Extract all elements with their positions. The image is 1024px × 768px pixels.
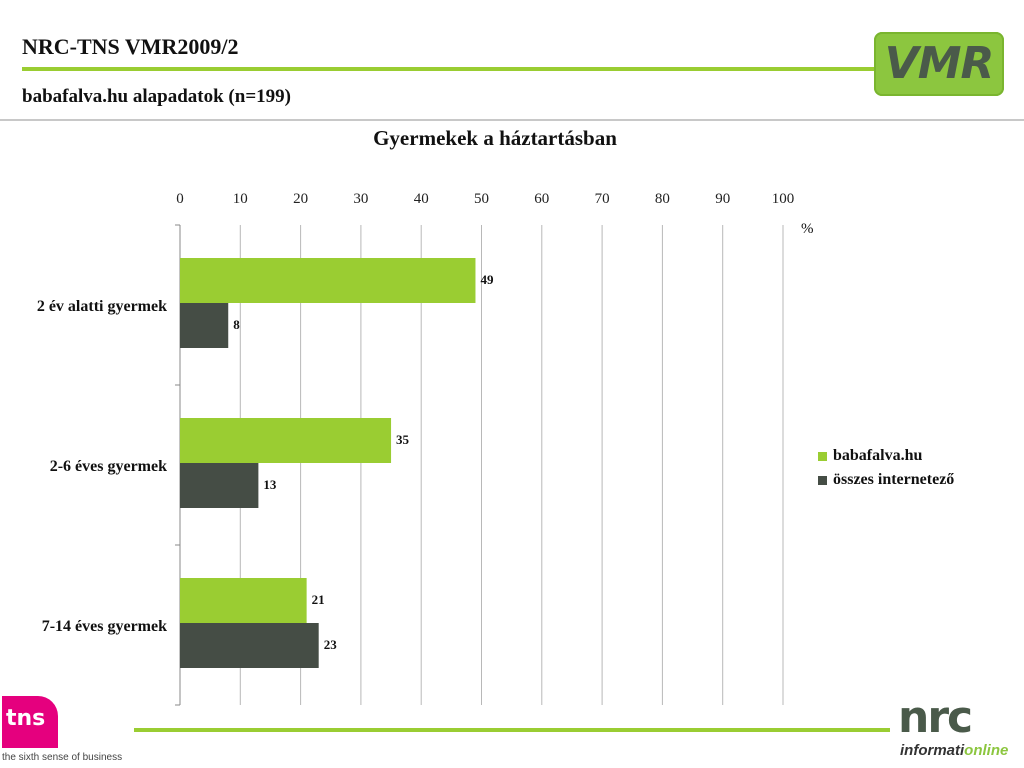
footer-divider — [134, 728, 890, 732]
tick-label: 60 — [534, 191, 549, 207]
data-label: 23 — [324, 637, 338, 652]
tick-label: 10 — [233, 191, 248, 207]
category-label: 2-6 éves gyermek — [50, 458, 167, 475]
tick-label: 80 — [655, 191, 670, 207]
nrc-logo: nrc — [898, 692, 973, 743]
nrc-sub-b: online — [964, 742, 1009, 759]
nrc-sub-a: informati — [900, 742, 965, 759]
tick-label: 20 — [293, 191, 308, 207]
page-title: NRC-TNS VMR2009/2 — [22, 34, 239, 59]
tick-layer: 0 10 20 30 40 50 60 70 80 90 100 — [176, 191, 794, 207]
unit-label: % — [801, 221, 814, 237]
bar — [180, 303, 229, 348]
tick-label: 30 — [353, 191, 368, 207]
vmr-logo-text: VMR — [884, 38, 995, 89]
data-label-layer: 49 8 35 13 21 23 — [233, 272, 494, 652]
data-label: 8 — [233, 317, 240, 332]
bar — [180, 258, 476, 303]
legend-swatch — [818, 475, 827, 485]
bar — [180, 623, 319, 668]
tns-tagline: the sixth sense of business — [2, 752, 123, 763]
legend-item-babafalva: babafalva.hu — [818, 444, 954, 468]
data-label: 21 — [312, 592, 325, 607]
header-rule — [0, 119, 1024, 121]
legend: babafalva.hu összes internetező — [818, 444, 954, 492]
category-label: 2 év alatti gyermek — [37, 298, 167, 315]
bar — [180, 418, 392, 463]
legend-label: babafalva.hu — [833, 447, 923, 464]
vmr-logo: VMR — [874, 32, 1004, 96]
bar — [180, 578, 307, 623]
category-layer: 2 év alatti gyermek 2-6 éves gyermek 7-14 … — [37, 298, 167, 635]
chart-title: Gyermekek a háztartásban — [373, 126, 617, 150]
grid-layer — [175, 224, 784, 706]
tick-label: 90 — [715, 191, 730, 207]
tick-label: 70 — [595, 191, 610, 207]
tns-logo-text: tns — [6, 706, 46, 731]
category-label: 7-14 éves gyermek — [42, 618, 167, 635]
legend-swatch — [818, 451, 827, 461]
tick-label: 50 — [474, 191, 489, 207]
tick-label: 100 — [772, 191, 795, 207]
data-label: 13 — [263, 477, 277, 492]
legend-label: összes internetező — [833, 471, 955, 488]
tns-logo: tns — [2, 696, 58, 748]
page-subtitle: babafalva.hu alapadatok (n=199) — [22, 86, 291, 107]
tick-label: 40 — [414, 191, 429, 207]
legend-item-osszes: összes internetező — [818, 468, 954, 492]
bar — [180, 463, 259, 508]
bar-layer — [180, 258, 476, 668]
data-label: 35 — [396, 432, 410, 447]
nrc-sub-logo: informationline — [900, 742, 1008, 759]
header-divider — [22, 67, 902, 71]
data-label: 49 — [480, 272, 494, 287]
tick-label: 0 — [176, 191, 184, 207]
